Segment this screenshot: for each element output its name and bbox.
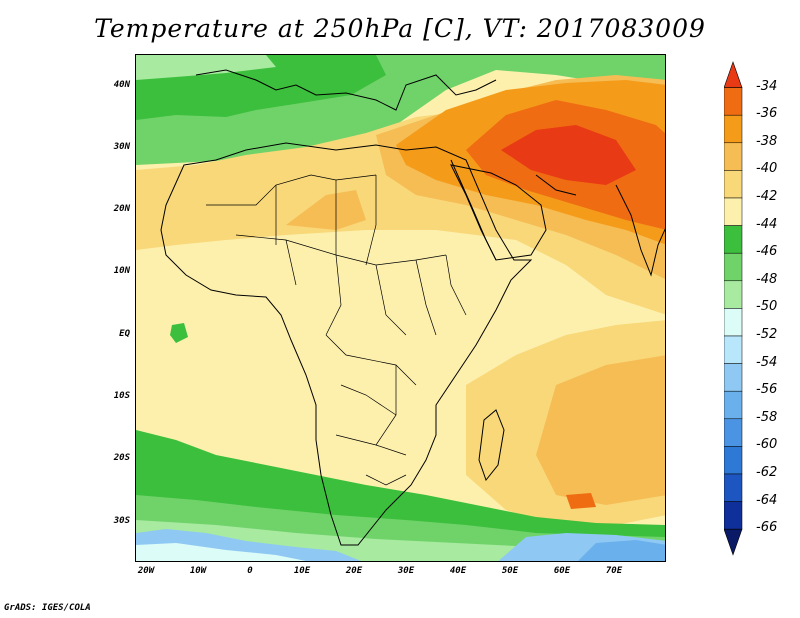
arabia-coastline (450, 164, 547, 261)
lon-label-20w: 20W (137, 566, 155, 576)
border-lines (206, 174, 467, 486)
lon-label-60e: 60E (553, 566, 571, 576)
lat-label-40n: 40N (113, 80, 130, 90)
chart-title: Temperature at 250hPa [C], VT: 201708300… (94, 14, 706, 43)
colorbar-label: -64 (756, 492, 778, 508)
field-red-spot (566, 493, 596, 509)
africa-coastline (160, 142, 533, 546)
colorbar-label: -48 (756, 271, 778, 287)
colorbar-swatch (724, 446, 743, 475)
colorbar-label: -40 (756, 161, 778, 177)
europe-coastline (195, 69, 497, 111)
colorbar-swatch (724, 473, 743, 502)
colorbar-label: -62 (756, 465, 778, 480)
colorbar-swatch (724, 418, 743, 447)
colorbar-label: -56 (756, 382, 778, 398)
lon-label-30e: 30E (397, 566, 415, 576)
colorbar-label: -38 (756, 133, 778, 149)
colorbar-swatch (724, 280, 743, 309)
colorbar-bottom-triangle (724, 528, 743, 556)
colorbar-label: -52 (756, 327, 778, 342)
lon-label-50e: 50E (501, 566, 519, 576)
lat-label-10s: 10S (113, 391, 130, 401)
colorbar-swatch (724, 363, 743, 392)
lon-label-10e: 10E (293, 566, 311, 576)
lat-label-30n: 30N (113, 142, 130, 152)
colorbar-label: -54 (756, 354, 778, 370)
grads-credit: GrADS: IGES/COLA (4, 603, 91, 613)
colorbar-label: -46 (756, 244, 778, 260)
red-sea (450, 159, 497, 261)
field-orange-west (286, 190, 366, 230)
field-south-deepblue (578, 540, 665, 561)
colorbar-swatch (724, 335, 743, 364)
colorbar-swatch (724, 252, 743, 282)
colorbar-swatch (724, 501, 743, 530)
colorbar-label: -42 (756, 189, 778, 204)
map-plot-area (135, 54, 666, 562)
field-red-core (501, 125, 636, 185)
lat-label-eq: EQ (119, 329, 130, 339)
colorbar-label: -66 (756, 520, 778, 536)
colorbar-swatch (724, 308, 743, 337)
lon-label-20e: 20E (345, 566, 363, 576)
colorbar-swatch (724, 142, 743, 171)
madagascar-coastline (478, 409, 505, 482)
colorbar-swatch (724, 390, 743, 420)
colorbar-label: -36 (756, 106, 778, 122)
field-south-cyan (136, 543, 306, 561)
field-orange-south (536, 355, 665, 505)
lon-label-10w: 10W (189, 566, 207, 576)
lat-label-30s: 30S (113, 516, 130, 526)
lat-label-20s: 20S (113, 453, 130, 463)
colorbar-swatch (724, 170, 743, 199)
lon-label-40e: 40E (449, 566, 467, 576)
temperature-map (136, 55, 665, 561)
colorbar (724, 61, 743, 556)
colorbar-label: -34 (756, 78, 778, 94)
colorbar-swatch (724, 114, 743, 144)
colorbar-swatch (724, 197, 743, 226)
colorbar-label: -60 (756, 437, 778, 453)
colorbar-label: -44 (756, 216, 778, 232)
lat-label-20n: 20N (113, 204, 130, 214)
persian-gulf (535, 174, 577, 196)
field-gulf-green-blob (170, 323, 188, 343)
colorbar-swatch (724, 225, 743, 254)
colorbar-label: -50 (756, 299, 778, 315)
india-coastline (615, 184, 665, 277)
field-north-lightgreen (136, 55, 276, 80)
colorbar-swatch (724, 87, 743, 116)
colorbar-top-triangle (724, 61, 743, 88)
colorbar-label: -58 (756, 409, 778, 425)
lon-label-70e: 70E (605, 566, 623, 576)
lon-label-0: 0 (247, 566, 253, 576)
lat-label-10n: 10N (113, 266, 130, 276)
